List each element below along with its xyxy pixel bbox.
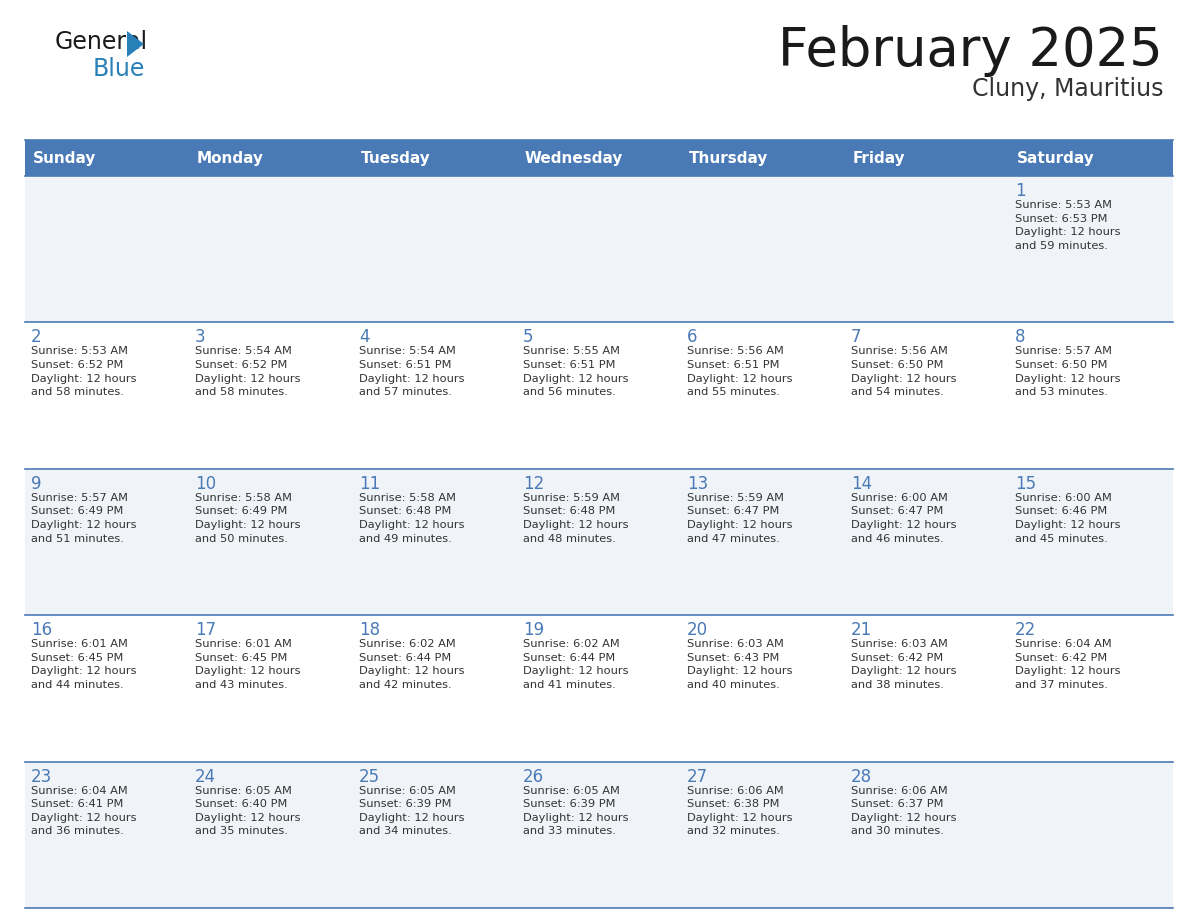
Text: 10: 10: [195, 475, 216, 493]
Bar: [25, 469, 1173, 615]
Text: 9: 9: [31, 475, 42, 493]
Text: Cluny, Mauritius: Cluny, Mauritius: [972, 77, 1163, 101]
Text: Sunrise: 5:59 AM
Sunset: 6:48 PM
Daylight: 12 hours
and 48 minutes.: Sunrise: 5:59 AM Sunset: 6:48 PM Dayligh…: [523, 493, 628, 543]
Text: 1: 1: [1015, 182, 1025, 200]
Text: General: General: [55, 30, 148, 54]
Text: Sunrise: 6:02 AM
Sunset: 6:44 PM
Daylight: 12 hours
and 41 minutes.: Sunrise: 6:02 AM Sunset: 6:44 PM Dayligh…: [523, 639, 628, 690]
Bar: [25, 762, 1173, 908]
Text: 17: 17: [195, 621, 216, 639]
Text: February 2025: February 2025: [778, 25, 1163, 77]
Text: 15: 15: [1015, 475, 1036, 493]
Text: Friday: Friday: [853, 151, 905, 165]
Text: 6: 6: [687, 329, 697, 346]
Text: Sunrise: 6:01 AM
Sunset: 6:45 PM
Daylight: 12 hours
and 44 minutes.: Sunrise: 6:01 AM Sunset: 6:45 PM Dayligh…: [31, 639, 137, 690]
Text: Sunrise: 6:04 AM
Sunset: 6:42 PM
Daylight: 12 hours
and 37 minutes.: Sunrise: 6:04 AM Sunset: 6:42 PM Dayligh…: [1015, 639, 1120, 690]
Text: 28: 28: [851, 767, 872, 786]
Text: 20: 20: [687, 621, 708, 639]
Text: Sunrise: 6:06 AM
Sunset: 6:37 PM
Daylight: 12 hours
and 30 minutes.: Sunrise: 6:06 AM Sunset: 6:37 PM Dayligh…: [851, 786, 956, 836]
Text: Sunrise: 5:56 AM
Sunset: 6:51 PM
Daylight: 12 hours
and 55 minutes.: Sunrise: 5:56 AM Sunset: 6:51 PM Dayligh…: [687, 346, 792, 397]
Text: 26: 26: [523, 767, 544, 786]
Text: 25: 25: [359, 767, 380, 786]
Bar: [25, 140, 1173, 176]
Text: Sunrise: 6:05 AM
Sunset: 6:40 PM
Daylight: 12 hours
and 35 minutes.: Sunrise: 6:05 AM Sunset: 6:40 PM Dayligh…: [195, 786, 301, 836]
Text: 23: 23: [31, 767, 52, 786]
Text: Sunrise: 5:58 AM
Sunset: 6:48 PM
Daylight: 12 hours
and 49 minutes.: Sunrise: 5:58 AM Sunset: 6:48 PM Dayligh…: [359, 493, 465, 543]
Bar: [25, 176, 1173, 322]
Text: Tuesday: Tuesday: [361, 151, 431, 165]
Text: 7: 7: [851, 329, 861, 346]
Text: 22: 22: [1015, 621, 1036, 639]
Bar: [25, 615, 1173, 762]
Text: 14: 14: [851, 475, 872, 493]
Text: 18: 18: [359, 621, 380, 639]
Text: Sunrise: 5:58 AM
Sunset: 6:49 PM
Daylight: 12 hours
and 50 minutes.: Sunrise: 5:58 AM Sunset: 6:49 PM Dayligh…: [195, 493, 301, 543]
Text: Sunrise: 6:03 AM
Sunset: 6:43 PM
Daylight: 12 hours
and 40 minutes.: Sunrise: 6:03 AM Sunset: 6:43 PM Dayligh…: [687, 639, 792, 690]
Text: Sunrise: 5:56 AM
Sunset: 6:50 PM
Daylight: 12 hours
and 54 minutes.: Sunrise: 5:56 AM Sunset: 6:50 PM Dayligh…: [851, 346, 956, 397]
Text: Wednesday: Wednesday: [525, 151, 624, 165]
Text: Saturday: Saturday: [1017, 151, 1095, 165]
Text: 24: 24: [195, 767, 216, 786]
Polygon shape: [127, 31, 144, 57]
Text: Monday: Monday: [197, 151, 264, 165]
Text: Sunrise: 6:04 AM
Sunset: 6:41 PM
Daylight: 12 hours
and 36 minutes.: Sunrise: 6:04 AM Sunset: 6:41 PM Dayligh…: [31, 786, 137, 836]
Text: Sunrise: 6:01 AM
Sunset: 6:45 PM
Daylight: 12 hours
and 43 minutes.: Sunrise: 6:01 AM Sunset: 6:45 PM Dayligh…: [195, 639, 301, 690]
Text: Thursday: Thursday: [689, 151, 769, 165]
Text: Sunrise: 5:54 AM
Sunset: 6:51 PM
Daylight: 12 hours
and 57 minutes.: Sunrise: 5:54 AM Sunset: 6:51 PM Dayligh…: [359, 346, 465, 397]
Text: 3: 3: [195, 329, 206, 346]
Text: Sunrise: 6:03 AM
Sunset: 6:42 PM
Daylight: 12 hours
and 38 minutes.: Sunrise: 6:03 AM Sunset: 6:42 PM Dayligh…: [851, 639, 956, 690]
Text: 8: 8: [1015, 329, 1025, 346]
Text: 16: 16: [31, 621, 52, 639]
Text: Sunrise: 6:00 AM
Sunset: 6:47 PM
Daylight: 12 hours
and 46 minutes.: Sunrise: 6:00 AM Sunset: 6:47 PM Dayligh…: [851, 493, 956, 543]
Text: 2: 2: [31, 329, 42, 346]
Text: Sunrise: 6:05 AM
Sunset: 6:39 PM
Daylight: 12 hours
and 34 minutes.: Sunrise: 6:05 AM Sunset: 6:39 PM Dayligh…: [359, 786, 465, 836]
Text: Sunrise: 5:57 AM
Sunset: 6:50 PM
Daylight: 12 hours
and 53 minutes.: Sunrise: 5:57 AM Sunset: 6:50 PM Dayligh…: [1015, 346, 1120, 397]
Text: Sunrise: 5:53 AM
Sunset: 6:52 PM
Daylight: 12 hours
and 58 minutes.: Sunrise: 5:53 AM Sunset: 6:52 PM Dayligh…: [31, 346, 137, 397]
Text: 11: 11: [359, 475, 380, 493]
Text: Sunrise: 5:54 AM
Sunset: 6:52 PM
Daylight: 12 hours
and 58 minutes.: Sunrise: 5:54 AM Sunset: 6:52 PM Dayligh…: [195, 346, 301, 397]
Text: 13: 13: [687, 475, 708, 493]
Text: 4: 4: [359, 329, 369, 346]
Text: Sunrise: 6:00 AM
Sunset: 6:46 PM
Daylight: 12 hours
and 45 minutes.: Sunrise: 6:00 AM Sunset: 6:46 PM Dayligh…: [1015, 493, 1120, 543]
Text: Sunday: Sunday: [33, 151, 96, 165]
Text: 5: 5: [523, 329, 533, 346]
Text: 21: 21: [851, 621, 872, 639]
Text: Sunrise: 6:05 AM
Sunset: 6:39 PM
Daylight: 12 hours
and 33 minutes.: Sunrise: 6:05 AM Sunset: 6:39 PM Dayligh…: [523, 786, 628, 836]
Text: Sunrise: 5:59 AM
Sunset: 6:47 PM
Daylight: 12 hours
and 47 minutes.: Sunrise: 5:59 AM Sunset: 6:47 PM Dayligh…: [687, 493, 792, 543]
Text: Sunrise: 5:53 AM
Sunset: 6:53 PM
Daylight: 12 hours
and 59 minutes.: Sunrise: 5:53 AM Sunset: 6:53 PM Dayligh…: [1015, 200, 1120, 251]
Text: Sunrise: 5:57 AM
Sunset: 6:49 PM
Daylight: 12 hours
and 51 minutes.: Sunrise: 5:57 AM Sunset: 6:49 PM Dayligh…: [31, 493, 137, 543]
Bar: [25, 322, 1173, 469]
Text: Sunrise: 6:06 AM
Sunset: 6:38 PM
Daylight: 12 hours
and 32 minutes.: Sunrise: 6:06 AM Sunset: 6:38 PM Dayligh…: [687, 786, 792, 836]
Text: 19: 19: [523, 621, 544, 639]
Text: Sunrise: 6:02 AM
Sunset: 6:44 PM
Daylight: 12 hours
and 42 minutes.: Sunrise: 6:02 AM Sunset: 6:44 PM Dayligh…: [359, 639, 465, 690]
Text: 12: 12: [523, 475, 544, 493]
Text: Sunrise: 5:55 AM
Sunset: 6:51 PM
Daylight: 12 hours
and 56 minutes.: Sunrise: 5:55 AM Sunset: 6:51 PM Dayligh…: [523, 346, 628, 397]
Text: 27: 27: [687, 767, 708, 786]
Text: Blue: Blue: [93, 57, 145, 81]
